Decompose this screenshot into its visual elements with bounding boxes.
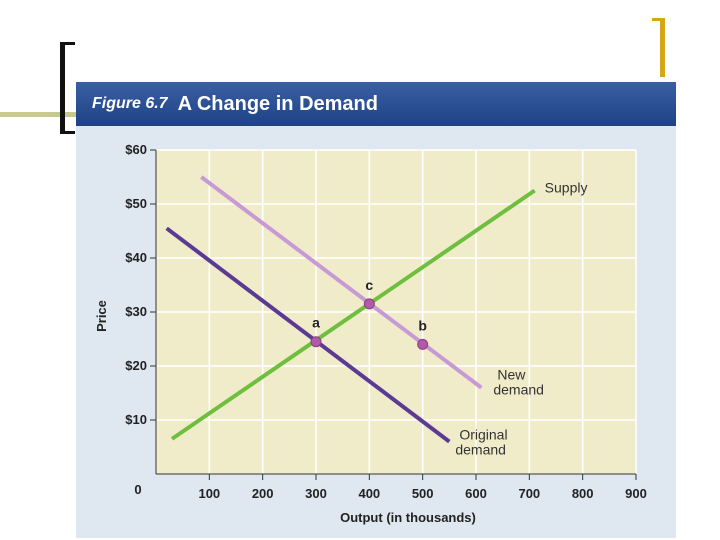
point-c xyxy=(363,298,375,310)
y-tick-label: $30 xyxy=(125,304,147,319)
series-line-supply xyxy=(170,188,536,441)
x-tick-label: 500 xyxy=(412,486,434,501)
figure-title: A Change in Demand xyxy=(177,92,378,115)
point-a xyxy=(310,336,322,348)
y-tick-label: $20 xyxy=(125,358,147,373)
left-bracket-decoration xyxy=(60,42,75,134)
series-label: Original xyxy=(459,427,507,443)
x-tick-label: 900 xyxy=(625,486,647,501)
y-tick-label: $10 xyxy=(125,412,147,427)
y-axis-label: Price xyxy=(94,300,109,332)
series-line-original-demand xyxy=(165,226,451,444)
x-axis-label: Output (in thousands) xyxy=(340,510,476,525)
point-label-b: b xyxy=(418,317,427,333)
y-tick-label: $60 xyxy=(125,142,147,157)
series-label: Supply xyxy=(545,180,588,196)
x-tick-label: 800 xyxy=(572,486,594,501)
x-tick-label: 700 xyxy=(518,486,540,501)
x-tick-label: 600 xyxy=(465,486,487,501)
point-b xyxy=(417,338,429,350)
origin-label: 0 xyxy=(134,482,141,497)
figure-panel: Figure 6.7 A Change in Demand $10 $20 $30 $… xyxy=(76,82,676,538)
x-tick-label: 400 xyxy=(358,486,380,501)
point-label-c: c xyxy=(365,277,373,293)
y-tick-label: $50 xyxy=(125,196,147,211)
y-tick-label: $40 xyxy=(125,250,147,265)
x-tick-label: 200 xyxy=(252,486,274,501)
point-label-a: a xyxy=(312,315,320,331)
demand-chart: $10 $20 $30 $40 $50 $60 100 200 300 400 500 600 700 8… xyxy=(94,142,647,525)
figure-number: Figure 6.7 xyxy=(92,95,168,112)
x-tick-label: 100 xyxy=(198,486,220,501)
figure-title-bar: Figure 6.7 A Change in Demand xyxy=(76,82,676,126)
series-label: demand xyxy=(455,442,506,458)
right-bracket-decoration xyxy=(652,18,665,77)
series-label: demand xyxy=(493,382,544,398)
decorative-horizontal-line xyxy=(0,112,86,117)
series-label: New xyxy=(497,367,526,383)
x-tick-label: 300 xyxy=(305,486,327,501)
series-line-new-demand xyxy=(200,175,483,390)
